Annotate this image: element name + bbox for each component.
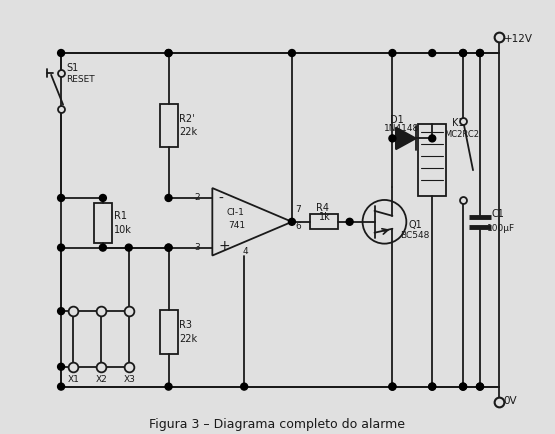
Circle shape <box>389 383 396 390</box>
Circle shape <box>58 383 64 390</box>
Circle shape <box>165 244 172 251</box>
Text: RESET: RESET <box>66 76 95 84</box>
Circle shape <box>460 383 467 390</box>
Circle shape <box>429 135 436 142</box>
Text: 2: 2 <box>195 194 200 203</box>
Text: R1: R1 <box>114 211 127 221</box>
Circle shape <box>165 194 172 201</box>
Text: BC548: BC548 <box>400 231 430 240</box>
Text: Q1: Q1 <box>408 220 422 230</box>
Circle shape <box>125 244 132 251</box>
Bar <box>310 214 337 229</box>
Text: 1k: 1k <box>319 212 331 222</box>
Text: 10k: 10k <box>114 225 132 235</box>
Bar <box>160 104 178 147</box>
Text: Figura 3 – Diagrama completo do alarme: Figura 3 – Diagrama completo do alarme <box>149 418 405 431</box>
Circle shape <box>241 383 248 390</box>
Text: CI-1: CI-1 <box>226 208 244 217</box>
Circle shape <box>429 383 436 390</box>
Circle shape <box>165 49 172 56</box>
Text: 7: 7 <box>295 205 301 214</box>
Circle shape <box>460 49 467 56</box>
Circle shape <box>58 363 64 370</box>
Bar <box>418 125 446 196</box>
Text: 1N4148: 1N4148 <box>384 124 419 133</box>
Text: 100μF: 100μF <box>487 224 515 233</box>
Circle shape <box>58 244 64 251</box>
Text: 6: 6 <box>295 222 301 231</box>
Circle shape <box>460 49 467 56</box>
Circle shape <box>477 49 483 56</box>
Circle shape <box>477 383 483 390</box>
Circle shape <box>346 218 353 225</box>
Polygon shape <box>396 128 416 149</box>
Text: C1: C1 <box>492 209 505 219</box>
Circle shape <box>389 49 396 56</box>
Text: +: + <box>218 239 230 253</box>
Circle shape <box>460 383 467 390</box>
Circle shape <box>429 383 436 390</box>
Circle shape <box>58 49 64 56</box>
Circle shape <box>389 135 396 142</box>
Text: 0V: 0V <box>504 395 517 405</box>
Text: D1: D1 <box>390 115 403 125</box>
Text: MC2RC2: MC2RC2 <box>444 130 479 139</box>
Bar <box>94 203 112 243</box>
Text: +12V: +12V <box>504 34 533 44</box>
Circle shape <box>429 49 436 56</box>
Circle shape <box>99 194 107 201</box>
Bar <box>160 310 178 354</box>
Text: 3: 3 <box>195 243 200 252</box>
Circle shape <box>99 244 107 251</box>
Text: R3: R3 <box>179 320 193 330</box>
Text: K1: K1 <box>452 118 465 128</box>
Circle shape <box>289 218 295 225</box>
Text: 22k: 22k <box>179 128 198 138</box>
Text: -: - <box>218 192 223 206</box>
Text: S1: S1 <box>66 63 78 73</box>
Text: R2': R2' <box>179 114 195 124</box>
Circle shape <box>477 49 483 56</box>
Circle shape <box>389 383 396 390</box>
Text: 741: 741 <box>228 221 245 230</box>
Text: R4: R4 <box>316 203 329 213</box>
Circle shape <box>58 308 64 315</box>
Circle shape <box>289 49 295 56</box>
Circle shape <box>165 383 172 390</box>
Circle shape <box>477 383 483 390</box>
Circle shape <box>165 49 172 56</box>
Text: X3: X3 <box>124 375 135 384</box>
Text: 22k: 22k <box>179 334 198 344</box>
Circle shape <box>165 244 172 251</box>
Text: 4: 4 <box>242 247 248 256</box>
Text: X1: X1 <box>68 375 80 384</box>
Text: X2: X2 <box>96 375 108 384</box>
Circle shape <box>58 194 64 201</box>
